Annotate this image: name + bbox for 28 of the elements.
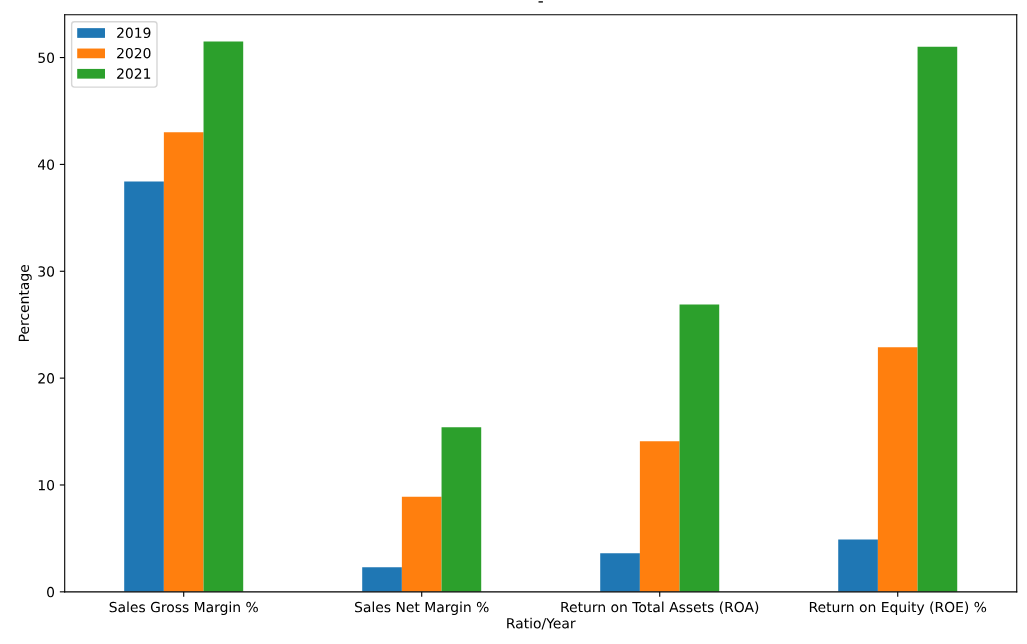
- legend-label: 2020: [117, 47, 151, 59]
- bar: [877, 347, 918, 592]
- bar: [203, 41, 244, 592]
- y-tick-label: 10: [38, 479, 55, 491]
- bar: [679, 304, 720, 592]
- bar: [917, 46, 958, 592]
- y-tick-label: 20: [38, 373, 55, 384]
- bar: [362, 567, 402, 592]
- x-tick-label: Sales Gross Margin %: [109, 601, 258, 615]
- y-tick-label: 30: [38, 266, 55, 277]
- bar: [163, 132, 204, 592]
- bar: [124, 181, 164, 592]
- y-tick-label: 0: [47, 586, 55, 598]
- bar: [600, 553, 640, 592]
- y-axis-title: Percentage: [18, 265, 32, 342]
- legend-label: 2021: [117, 68, 151, 79]
- legend-label: 2019: [117, 27, 151, 39]
- bar: [441, 427, 482, 592]
- bar: [639, 441, 680, 592]
- x-tick-label: Return on Total Assets (ROA): [561, 601, 759, 614]
- bar: [838, 539, 878, 592]
- bar: [401, 496, 442, 592]
- y-tick-label: 50: [38, 52, 55, 64]
- x-axis-title: Ratio/Year: [507, 617, 576, 630]
- chart-title: -: [538, 1, 543, 3]
- x-tick-label: Sales Net Margin %: [355, 601, 489, 615]
- x-tick-label: Return on Equity (ROE) %: [809, 601, 987, 615]
- y-tick-label: 40: [37, 159, 55, 170]
